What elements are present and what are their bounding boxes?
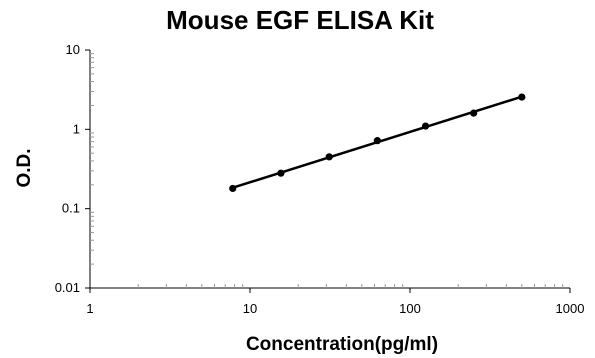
y-tick-labels: 0.01 0.1 1 10	[55, 42, 80, 295]
data-point	[421, 122, 430, 130]
x-tick-label: 100	[399, 301, 421, 316]
x-axis-title: Concentration(pg/ml)	[246, 334, 438, 355]
y-tick-label: 0.1	[62, 201, 80, 216]
axes	[85, 49, 571, 293]
data-point	[325, 153, 333, 161]
y-tick-label: 0.01	[55, 280, 80, 295]
data-point	[518, 93, 526, 101]
data-point	[229, 184, 237, 193]
y-axis-title: O.D.	[14, 148, 35, 187]
series-group	[229, 93, 526, 193]
x-tick-label: 10	[243, 301, 257, 316]
data-point	[373, 137, 381, 145]
chart-title: Mouse EGF ELISA Kit	[166, 5, 434, 35]
y-tick-label: 10	[66, 42, 80, 57]
data-point	[470, 109, 478, 117]
y-tick-label: 1	[73, 121, 80, 136]
x-tick-labels: 1 10 100 1000	[86, 301, 584, 316]
data-point	[277, 169, 285, 177]
x-tick-label: 1000	[556, 301, 585, 316]
x-tick-label: 1	[86, 301, 93, 316]
